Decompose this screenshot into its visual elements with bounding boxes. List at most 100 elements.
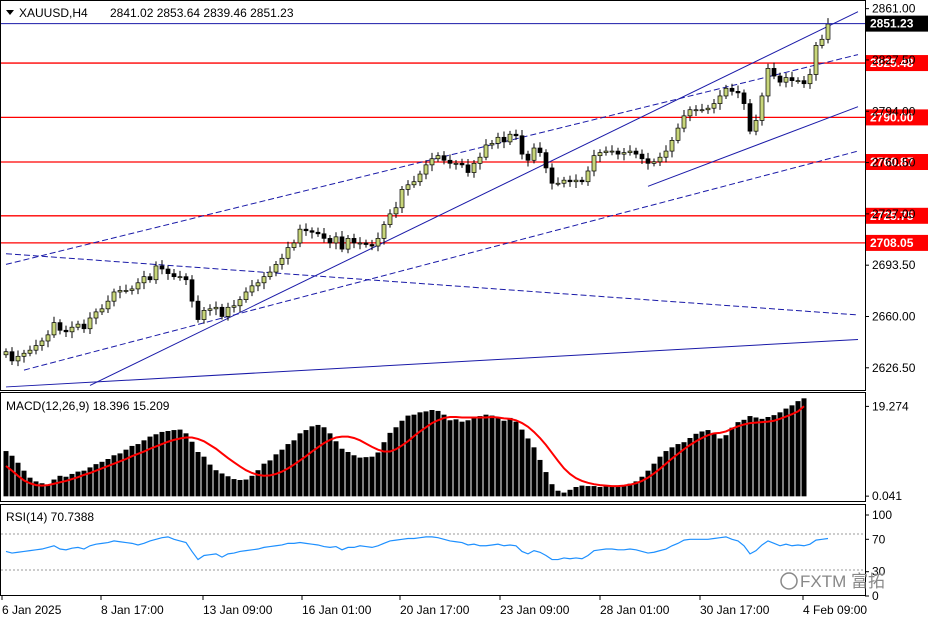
macd-bar [327,433,333,497]
candle-body [543,152,549,169]
candle-body [537,147,543,153]
candle-body [561,179,567,184]
macd-bar [723,435,729,497]
macd-bar [549,484,555,497]
candle-body [675,127,681,141]
macd-bar [567,489,573,497]
macd-bar [147,436,153,497]
candle-body [225,306,231,317]
macd-bar [405,415,411,497]
time-tick-label: 13 Jan 09:00 [203,603,273,617]
macd-bar [303,430,309,497]
macd-bar [321,427,327,497]
macd-bar [609,486,615,497]
candle-body [423,164,429,175]
macd-bar [225,476,231,497]
price-tick-label: 2861.00 [872,2,916,16]
candle-body [99,308,105,313]
macd-bar [21,470,27,497]
candle-body [417,173,423,183]
candle-body [177,276,183,279]
macd-bar [783,408,789,497]
candle-body [729,87,735,92]
candle-body [159,265,165,270]
candle-body [525,153,531,161]
macd-bar [39,483,45,497]
candle-body [495,136,501,144]
trend-line [5,338,859,388]
macd-bar [213,470,219,497]
price-tick-label: 2794.00 [872,104,916,118]
candle-body [267,271,273,278]
candle-body [345,238,351,250]
candle-body [459,162,465,166]
price-pane-frame [0,0,866,391]
candle-body [327,238,333,244]
macd-bar [705,430,711,497]
macd-bar [633,481,639,497]
candle-body [153,265,159,281]
macd-bar [285,444,291,497]
axis-ticks: 2861.00 2827.50 2794.00 2760.50 2727.00 2693.… [865,2,916,603]
candle-body [801,80,807,85]
candle-body [813,45,819,75]
macd-bar [459,421,465,497]
macd-bar [621,485,627,497]
candle-body [663,150,669,158]
level-label: 2708.05 [870,236,914,250]
candle-body [759,95,765,121]
level-badge [866,55,928,72]
level-badge [866,154,928,171]
candle-body [765,68,771,97]
dropdown-arrow-icon[interactable] [6,10,14,15]
candle-body [171,273,177,278]
candle-body [657,156,663,163]
candle-body [129,288,135,291]
macd-bar [171,430,177,497]
macd-bar [117,453,123,497]
candle-body [9,351,15,362]
macd-bar [645,470,651,497]
candle-body [339,236,345,250]
candle-body [735,91,741,94]
candle-body [507,133,513,143]
candle-body [111,291,117,302]
candle-body [195,300,201,320]
macd-tick-label: 0.041 [872,489,902,503]
macd-bar [735,422,741,497]
candle-body [819,38,825,46]
macd-bar [135,444,141,497]
candle-body [477,156,483,164]
macd-bar [111,455,117,497]
macd-bar [741,419,747,497]
macd-bar [651,463,657,497]
level-label: 2790.00 [870,110,914,124]
symbol-label[interactable]: XAUUSD,H4 [19,6,88,20]
macd-bar [93,464,99,497]
macd-bar [789,405,795,497]
candle-body [609,150,615,153]
macd-bar [357,457,363,497]
macd-bar [249,475,255,497]
candle-body [501,136,507,143]
macd-bar [279,449,285,497]
candle-body [405,184,411,190]
candle-body [363,242,369,245]
candle-body [135,282,141,290]
level-badge [866,109,928,126]
candle-body [489,143,495,146]
macd-bar [699,431,705,497]
candle-body [3,351,9,356]
candle-body [621,152,627,155]
current-price-label: 2851.23 [870,17,914,31]
candle-body [747,103,753,132]
candle-body [183,276,189,281]
macd-bar [261,463,267,497]
macd-bar [3,451,9,497]
macd-bar [489,415,495,497]
macd-bar [315,424,321,497]
candle-body [777,75,783,83]
macd-bar [795,401,801,497]
macd-bar [195,452,201,497]
